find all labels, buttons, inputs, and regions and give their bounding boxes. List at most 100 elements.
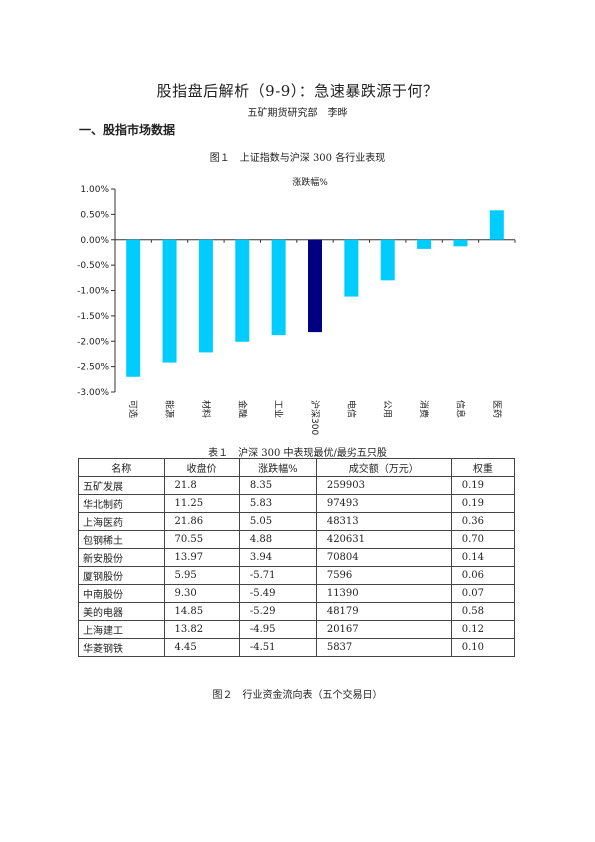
table-row: 上海医药 21.86 5.05 48313 0.36 [78, 512, 516, 531]
y-tick-label: -2.00% [77, 337, 109, 347]
table-cell: 5837 [315, 638, 452, 657]
stock-name-cell: 中南股份 [78, 584, 165, 603]
table-cell: 70804 [315, 548, 452, 567]
table-header-row: 名称 收盘价 涨跌幅% 成交额（万元） 权重 [78, 458, 516, 477]
x-category-label: 消费 [418, 400, 430, 418]
stock-name-cell: 新安股份 [78, 548, 165, 567]
x-category-label: 沪深300 [309, 400, 321, 435]
table-row: 五矿发展 21.8 8.35 259903 0.19 [78, 476, 516, 495]
table-cell: 5.83 [238, 494, 317, 513]
table-body: 五矿发展 21.8 8.35 259903 0.19 华北制药 11.25 5.83 97493… [78, 476, 516, 657]
x-category-label: 信息 [454, 400, 466, 418]
page-title: 股指盘后解析（9-9）：急速暴跌源于何？ [156, 82, 439, 100]
table-cell: 0.07 [450, 584, 516, 603]
y-tick-label: 1.00% [80, 185, 109, 195]
x-category-label: 金融 [236, 400, 248, 418]
table-cell: -5.71 [238, 566, 317, 585]
bar-能源 [162, 239, 177, 363]
bar-公用 [380, 239, 395, 281]
table-row: 新安股份 13.97 3.94 70804 0.14 [78, 548, 516, 567]
table-cell: -5.49 [238, 584, 317, 603]
table-cell: 259903 [315, 476, 452, 495]
table-cell: 9.30 [163, 584, 240, 603]
bar-医药 [489, 210, 504, 240]
bar-可选 [126, 239, 141, 377]
table1-caption: 表１ 沪深 300 中表现最优/最劣五只股 [208, 448, 387, 459]
table-row: 中南股份 9.30 -5.49 11390 0.07 [78, 584, 516, 603]
table-cell: 0.06 [450, 566, 516, 585]
stock-name-cell: 包钢稀土 [78, 530, 165, 549]
table-cell: 70.55 [163, 530, 240, 549]
table-cell: 20167 [315, 620, 452, 639]
figure1-caption: 图１ 上证指数与沪深 300 各行业表现 [209, 153, 386, 164]
y-tick-label: -1.00% [77, 287, 109, 297]
table-cell: 0.36 [450, 512, 516, 531]
stock-name-cell: 上海医药 [78, 512, 165, 531]
table-row: 上海建工 13.82 -4.95 20167 0.12 [78, 620, 516, 639]
table-cell: 0.19 [450, 494, 516, 513]
top-bottom-stocks-table: 名称 收盘价 涨跌幅% 成交额（万元） 权重 五矿发展 21.8 8.35 259903 0.1… [78, 458, 516, 657]
bar-工业 [271, 239, 286, 336]
x-category-label: 公用 [382, 400, 393, 418]
y-tick-label: -1.50% [77, 312, 109, 322]
bar-材料 [198, 239, 213, 353]
x-category-label: 医药 [491, 400, 502, 418]
table-cell: 4.45 [163, 638, 240, 657]
stock-name-cell: 厦钢股份 [78, 566, 165, 585]
x-category-label: 工业 [273, 400, 284, 418]
y-tick-label: 0.50% [80, 210, 109, 220]
y-tick-label: -2.50% [77, 363, 109, 373]
bar-信息 [453, 239, 468, 247]
author-line: 五矿期货研究部 李晔 [247, 108, 348, 119]
x-category-label: 电信 [345, 400, 357, 418]
table-cell: 420631 [315, 530, 452, 549]
table-cell: 11.25 [163, 494, 240, 513]
table-cell: 0.19 [450, 476, 516, 495]
table-cell: 0.70 [450, 530, 516, 549]
stock-name-cell: 美的电器 [78, 602, 165, 621]
x-category-label: 能源 [164, 400, 176, 418]
y-tick-label: -0.50% [77, 261, 109, 271]
table-cell: 14.85 [163, 602, 240, 621]
table-cell: 5.05 [238, 512, 317, 531]
table-cell: 11390 [315, 584, 452, 603]
stock-name-cell: 上海建工 [78, 620, 165, 639]
table-cell: 97493 [315, 494, 452, 513]
industry-bar-chart: 涨跌幅% 1.00% 0.50% 0.00% -0.50% -1.00% -1.50% -2.… [77, 176, 516, 435]
bar-电信 [344, 239, 359, 297]
table-row: 华菱钢铁 4.45 -4.51 5837 0.10 [78, 638, 516, 657]
chart-title: 涨跌幅% [292, 176, 328, 188]
table-header-cell: 权重 [450, 458, 516, 477]
table-cell: 21.86 [163, 512, 240, 531]
table-cell: -4.95 [238, 620, 317, 639]
table-row: 华北制药 11.25 5.83 97493 0.19 [78, 494, 516, 513]
table-cell: 13.97 [163, 548, 240, 567]
stock-name-cell: 华北制药 [78, 494, 165, 513]
x-category-label: 材料 [200, 400, 212, 418]
bar-消费 [417, 239, 432, 249]
table-row: 美的电器 14.85 -5.29 48179 0.58 [78, 602, 516, 621]
bar-沪深300 [308, 239, 322, 333]
table-cell: 3.94 [238, 548, 317, 567]
table-row: 厦钢股份 5.95 -5.71 7596 0.06 [78, 566, 516, 585]
table-header-cell: 名称 [78, 458, 165, 477]
stock-name-cell: 华菱钢铁 [78, 638, 165, 657]
table-cell: 48313 [315, 512, 452, 531]
table-cell: -5.29 [238, 602, 317, 621]
table-cell: 48179 [315, 602, 452, 621]
table-row: 包钢稀土 70.55 4.88 420631 0.70 [78, 530, 516, 549]
section-heading: 一、股指市场数据 [79, 123, 176, 137]
x-category-label: 可选 [127, 400, 139, 418]
table-header-cell: 涨跌幅% [238, 458, 317, 477]
table-cell: 0.12 [450, 620, 516, 639]
table-header-cell: 成交额（万元） [315, 458, 452, 477]
stock-name-cell: 五矿发展 [78, 476, 165, 495]
bar-金融 [235, 239, 250, 342]
table-cell: 0.10 [450, 638, 516, 657]
table-cell: 21.8 [163, 476, 240, 495]
y-tick-label: 0.00% [80, 236, 109, 246]
table-cell: 4.88 [238, 530, 317, 549]
table-cell: 13.82 [163, 620, 240, 639]
table-cell: 0.58 [450, 602, 516, 621]
table-cell: 8.35 [238, 476, 317, 495]
